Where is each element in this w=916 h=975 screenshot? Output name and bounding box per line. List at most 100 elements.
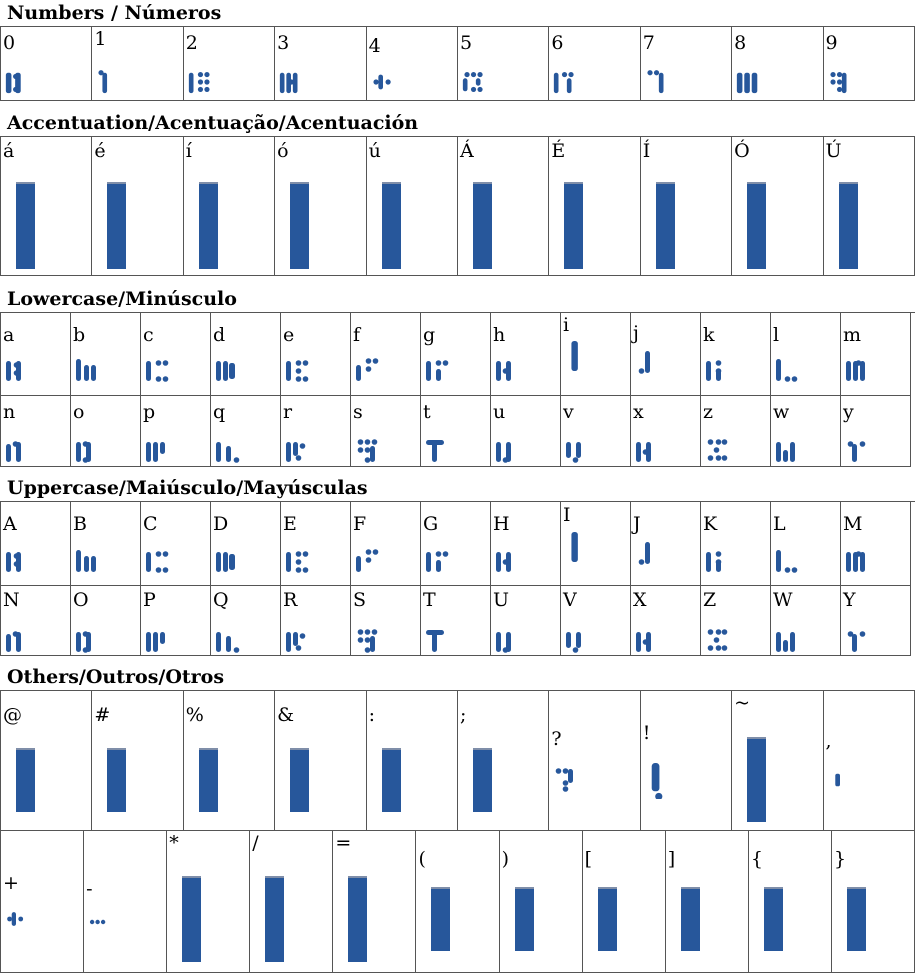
character-label: e: [283, 324, 295, 346]
glyph-mark: [233, 457, 240, 463]
glyph-mark: [829, 71, 836, 78]
character-cell: S: [351, 586, 421, 656]
glyph-mark: [567, 78, 572, 94]
glyph-mark: [475, 78, 481, 86]
character-cell: 0: [1, 27, 93, 101]
character-label: Z: [703, 589, 717, 611]
character-label: /: [252, 832, 259, 854]
glyph-mark: [146, 442, 151, 462]
character-cell: á: [1, 137, 93, 276]
glyph-mark: [216, 632, 221, 652]
code-glyph-icon: [146, 551, 169, 573]
character-cell: k: [701, 313, 771, 396]
glyph-mark: [658, 72, 664, 94]
glyph-mark: [153, 632, 158, 652]
glyph-mark: [566, 632, 571, 648]
code-glyph-icon: [76, 359, 96, 381]
glyph-mark: [371, 629, 378, 635]
glyph-mark: [364, 647, 371, 653]
glyph-mark: [91, 365, 96, 381]
character-label: h: [493, 324, 506, 346]
glyph-mark: [226, 636, 231, 652]
character-cell: ): [499, 831, 583, 973]
glyph-mark: [713, 447, 720, 453]
glyph-mark: [852, 634, 857, 652]
glyph-mark: [16, 632, 21, 652]
character-label: 1: [94, 28, 107, 50]
code-glyph-icon: [216, 552, 235, 572]
character-cell: Ú: [823, 137, 915, 276]
character-cell: N: [1, 586, 71, 656]
character-cell: H: [491, 502, 561, 586]
glyph-mark: [372, 79, 379, 85]
code-glyph-icon: [357, 439, 378, 463]
glyph-mark: [18, 916, 24, 922]
character-cell: Í: [640, 137, 733, 276]
glyph-mark: [502, 368, 509, 374]
placeholder-bar-icon: [747, 737, 767, 822]
glyph-mark: [790, 632, 795, 652]
placeholder-bar-icon: [265, 876, 285, 962]
code-glyph-icon: [76, 550, 96, 572]
glyph-mark: [638, 368, 645, 374]
glyph-mark: [496, 552, 501, 572]
glyph-mark: [477, 71, 483, 78]
character-label: #: [94, 704, 111, 726]
code-glyph-icon: [706, 551, 722, 572]
glyph-mark: [295, 567, 302, 573]
code-glyph-icon: [280, 72, 298, 94]
glyph-mark: [286, 72, 292, 94]
placeholder-bar-icon: [198, 748, 218, 812]
code-glyph-icon: [651, 763, 663, 799]
glyph-mark: [372, 549, 379, 555]
glyph-mark: [5, 72, 12, 94]
glyph-mark: [295, 360, 302, 366]
code-glyph-icon: [846, 551, 865, 572]
code-glyph-icon: [98, 70, 108, 94]
glyph-mark: [784, 567, 791, 573]
glyph-mark: [299, 443, 306, 449]
glyph-mark: [365, 366, 372, 372]
code-glyph-icon: [776, 359, 798, 382]
code-glyph-icon: [7, 912, 24, 926]
glyph-mark: [357, 439, 364, 445]
glyph-mark: [370, 636, 375, 652]
glyph-mark: [197, 79, 203, 85]
character-cell: f: [351, 313, 421, 396]
glyph-mark: [162, 376, 169, 382]
glyph-mark: [371, 439, 378, 445]
character-cell: b: [71, 313, 141, 396]
character-label: ú: [368, 140, 381, 162]
glyph-mark: [13, 370, 20, 376]
code-glyph-icon: [216, 632, 240, 653]
glyph-mark: [356, 365, 361, 381]
glyph-mark: [385, 79, 391, 85]
glyph-mark: [506, 632, 511, 652]
glyph-mark: [783, 450, 788, 462]
glyph-mark: [162, 551, 169, 557]
character-label: l: [773, 324, 780, 346]
others-grid-row-1: @ #% &:;?! ~,: [0, 690, 915, 831]
glyph-mark: [790, 442, 795, 462]
glyph-mark: [90, 919, 95, 925]
character-cell: M: [841, 502, 911, 586]
code-glyph-icon: [829, 71, 847, 94]
glyph-mark: [432, 440, 437, 462]
glyph-mark: [365, 358, 372, 364]
section-title-accentuation: Accentuation/Acentuação/Acentuación: [7, 112, 419, 134]
glyph-mark: [302, 567, 309, 573]
character-label: V: [563, 589, 577, 611]
placeholder-bar-icon: [680, 887, 700, 951]
character-cell: &: [275, 691, 367, 831]
character-label: ,: [825, 730, 832, 752]
character-label: ;: [459, 704, 467, 726]
character-label: D: [213, 513, 229, 535]
glyph-mark: [496, 632, 501, 652]
character-label: á: [3, 140, 15, 162]
glyph-mark: [162, 567, 169, 573]
character-label: Ú: [825, 140, 842, 162]
code-glyph-icon: [5, 72, 21, 94]
code-glyph-icon: [462, 71, 483, 93]
glyph-mark: [223, 361, 228, 381]
